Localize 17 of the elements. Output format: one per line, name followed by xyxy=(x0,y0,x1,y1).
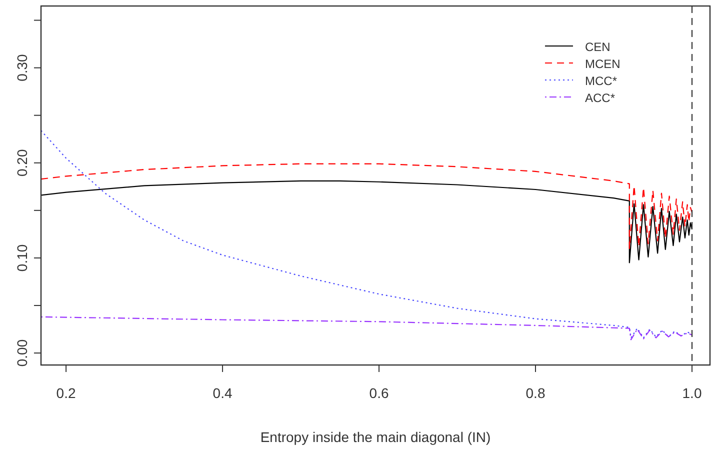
x-tick-label: 0.6 xyxy=(369,385,389,401)
y-tick-label: 0.10 xyxy=(14,244,30,272)
y-tick-label: 0.30 xyxy=(14,54,30,82)
legend-label: MCC* xyxy=(585,74,618,88)
x-tick-label: 1.0 xyxy=(682,385,702,401)
line-series xyxy=(41,163,693,249)
legend-label: ACC* xyxy=(585,91,616,105)
line-series xyxy=(41,316,693,340)
x-tick-label: 0.4 xyxy=(212,385,232,401)
legend-label: MCEN xyxy=(585,57,620,71)
y-tick-label: 0.20 xyxy=(14,149,30,176)
legend-label: CEN xyxy=(585,40,610,54)
x-axis-title: Entropy inside the main diagonal (IN) xyxy=(260,429,491,445)
y-tick-label: 0.00 xyxy=(14,339,30,367)
x-tick-label: 0.2 xyxy=(56,385,76,401)
line-series xyxy=(41,180,693,264)
x-tick-label: 0.8 xyxy=(526,385,546,401)
